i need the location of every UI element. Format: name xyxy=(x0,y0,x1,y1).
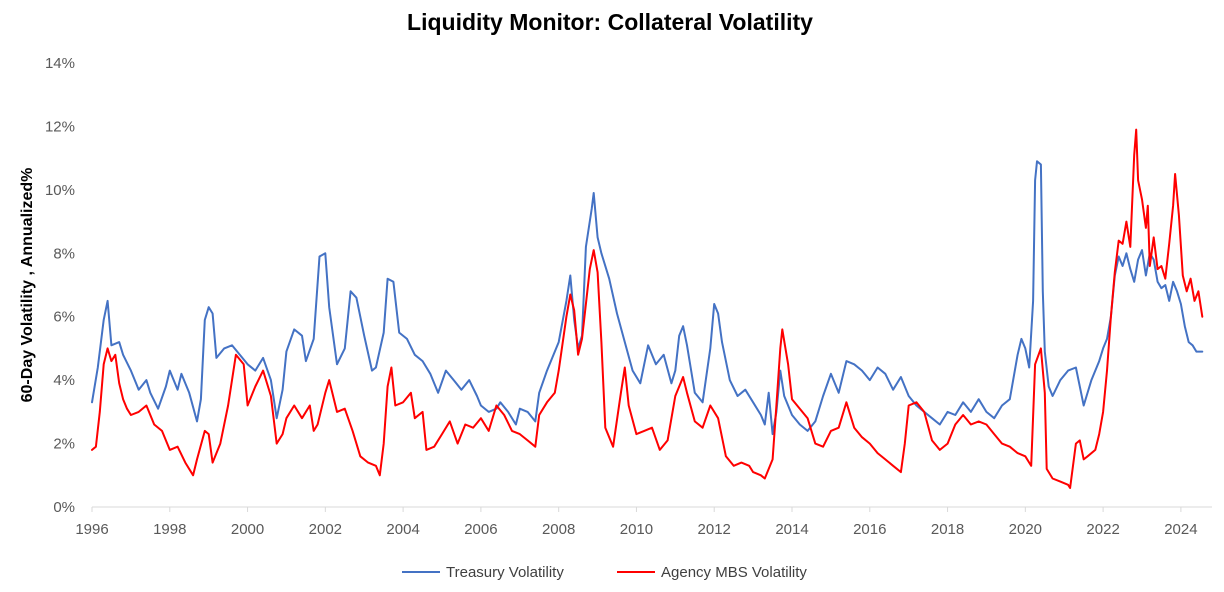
x-tick-label: 2004 xyxy=(386,521,419,538)
x-tick-label: 2002 xyxy=(309,521,342,538)
x-tick-label: 2010 xyxy=(620,521,653,538)
legend-treasury-label: Treasury Volatility xyxy=(446,564,564,581)
chart-title: Liquidity Monitor: Collateral Volatility xyxy=(407,9,813,35)
y-tick-label: 6% xyxy=(53,309,75,326)
legend: Treasury Volatility Agency MBS Volatility xyxy=(402,564,807,581)
treasury-volatility-line xyxy=(91,160,1204,436)
y-tick-label: 2% xyxy=(53,436,75,453)
x-tick-label: 2016 xyxy=(853,521,886,538)
x-tick-label: 2000 xyxy=(231,521,264,538)
x-tick-labels: 1996 1998 2000 2002 2004 2006 2008 2010 2012 2014… xyxy=(75,507,1198,538)
x-tick-label: 2024 xyxy=(1164,521,1197,538)
x-tick-label: 2006 xyxy=(464,521,497,538)
x-tick-label: 2014 xyxy=(775,521,808,538)
y-tick-label: 12% xyxy=(45,118,75,135)
y-axis-label: 60-Day Volatility , Annualized% xyxy=(19,168,36,403)
x-tick-label: 2020 xyxy=(1009,521,1042,538)
y-tick-label: 10% xyxy=(45,182,75,199)
legend-agency-mbs-label: Agency MBS Volatility xyxy=(661,564,807,581)
x-tick-label: 1996 xyxy=(75,521,108,538)
x-tick-label: 2018 xyxy=(931,521,964,538)
y-tick-label: 14% xyxy=(45,55,75,72)
y-tick-label: 8% xyxy=(53,245,75,262)
x-tick-label: 1998 xyxy=(153,521,186,538)
y-tick-labels: 0% 2% 4% 6% 8% 10% 12% 14% xyxy=(45,55,75,516)
series-lines xyxy=(91,128,1204,489)
x-tick-label: 2012 xyxy=(698,521,731,538)
x-tick-label: 2022 xyxy=(1086,521,1119,538)
x-tick-label: 2008 xyxy=(542,521,575,538)
agency-mbs-volatility-line xyxy=(91,128,1204,489)
y-tick-label: 0% xyxy=(53,499,75,516)
y-tick-label: 4% xyxy=(53,372,75,389)
